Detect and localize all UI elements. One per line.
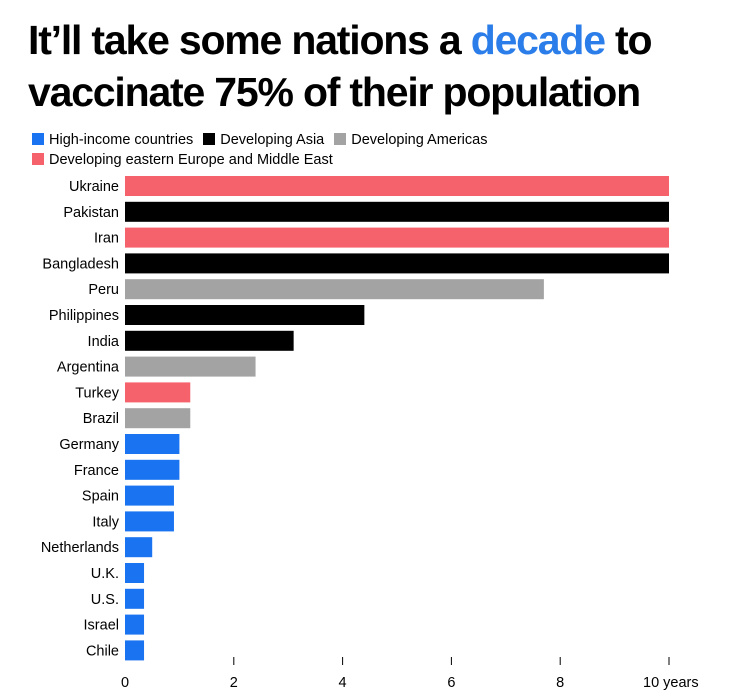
bar xyxy=(125,227,669,248)
bar xyxy=(125,614,145,635)
x-tick-label: 10 years xyxy=(643,675,699,691)
bar xyxy=(125,176,669,196)
x-tick-label: 8 xyxy=(556,675,564,691)
category-label: Germany xyxy=(59,437,119,453)
category-label: Israel xyxy=(84,618,119,634)
bar xyxy=(125,330,294,351)
title-text-end: to vaccinate 75% of their population xyxy=(28,17,653,115)
bar xyxy=(125,305,365,325)
x-tick-label: 0 xyxy=(121,675,129,691)
legend-swatch xyxy=(203,133,216,145)
category-label: Peru xyxy=(88,282,119,298)
category-label: Bangladesh xyxy=(42,256,119,272)
bar xyxy=(125,588,145,609)
category-label: Brazil xyxy=(83,411,119,427)
bar xyxy=(125,382,191,403)
category-label: Italy xyxy=(92,514,119,530)
category-label: Spain xyxy=(82,489,119,505)
bar xyxy=(125,408,191,429)
bar xyxy=(125,640,145,661)
category-label: Iran xyxy=(94,231,119,247)
x-tick-label: 2 xyxy=(230,675,238,691)
bar xyxy=(125,253,669,274)
legend-label: High-income countries xyxy=(49,132,194,148)
bar xyxy=(125,434,180,454)
title-text-start: It’ll take some nations a xyxy=(28,17,471,63)
legend-label: Developing Americas xyxy=(351,132,488,148)
legend-item: Developing Asia xyxy=(203,130,324,150)
bar xyxy=(125,563,145,583)
category-label: Chile xyxy=(86,643,119,659)
bar xyxy=(125,356,256,377)
legend-item: Developing eastern Europe and Middle Eas… xyxy=(32,150,333,170)
category-label: Netherlands xyxy=(41,540,119,556)
x-tick-label: 4 xyxy=(339,675,347,691)
legend-label: Developing Asia xyxy=(220,132,325,148)
legend-swatch xyxy=(334,133,347,145)
title-highlight: decade xyxy=(470,17,606,63)
legend-item: High-income countries xyxy=(32,130,193,150)
category-label: Turkey xyxy=(75,385,120,401)
legend-swatch xyxy=(32,153,44,165)
category-label: Ukraine xyxy=(69,179,119,195)
category-label: Argentina xyxy=(57,360,120,376)
bar xyxy=(125,201,669,222)
category-label: U.S. xyxy=(91,592,119,608)
chart-legend: High-income countries Developing Asia Deve… xyxy=(32,130,722,170)
legend-item: Developing Americas xyxy=(334,130,487,150)
category-label: India xyxy=(88,334,120,350)
category-label: Philippines xyxy=(49,308,119,324)
legend-swatch xyxy=(32,133,44,145)
category-label: U.K. xyxy=(91,566,119,582)
bar xyxy=(125,279,544,300)
x-tick-label: 6 xyxy=(447,675,455,691)
category-label: Pakistan xyxy=(63,205,119,221)
chart-title: It’ll take some nations a decade to vacc… xyxy=(28,14,728,118)
bar xyxy=(125,485,174,506)
bar xyxy=(125,459,180,480)
category-label: France xyxy=(74,463,119,479)
bar xyxy=(125,537,153,558)
legend-label: Developing eastern Europe and Middle Eas… xyxy=(49,152,333,168)
bar xyxy=(125,511,174,532)
